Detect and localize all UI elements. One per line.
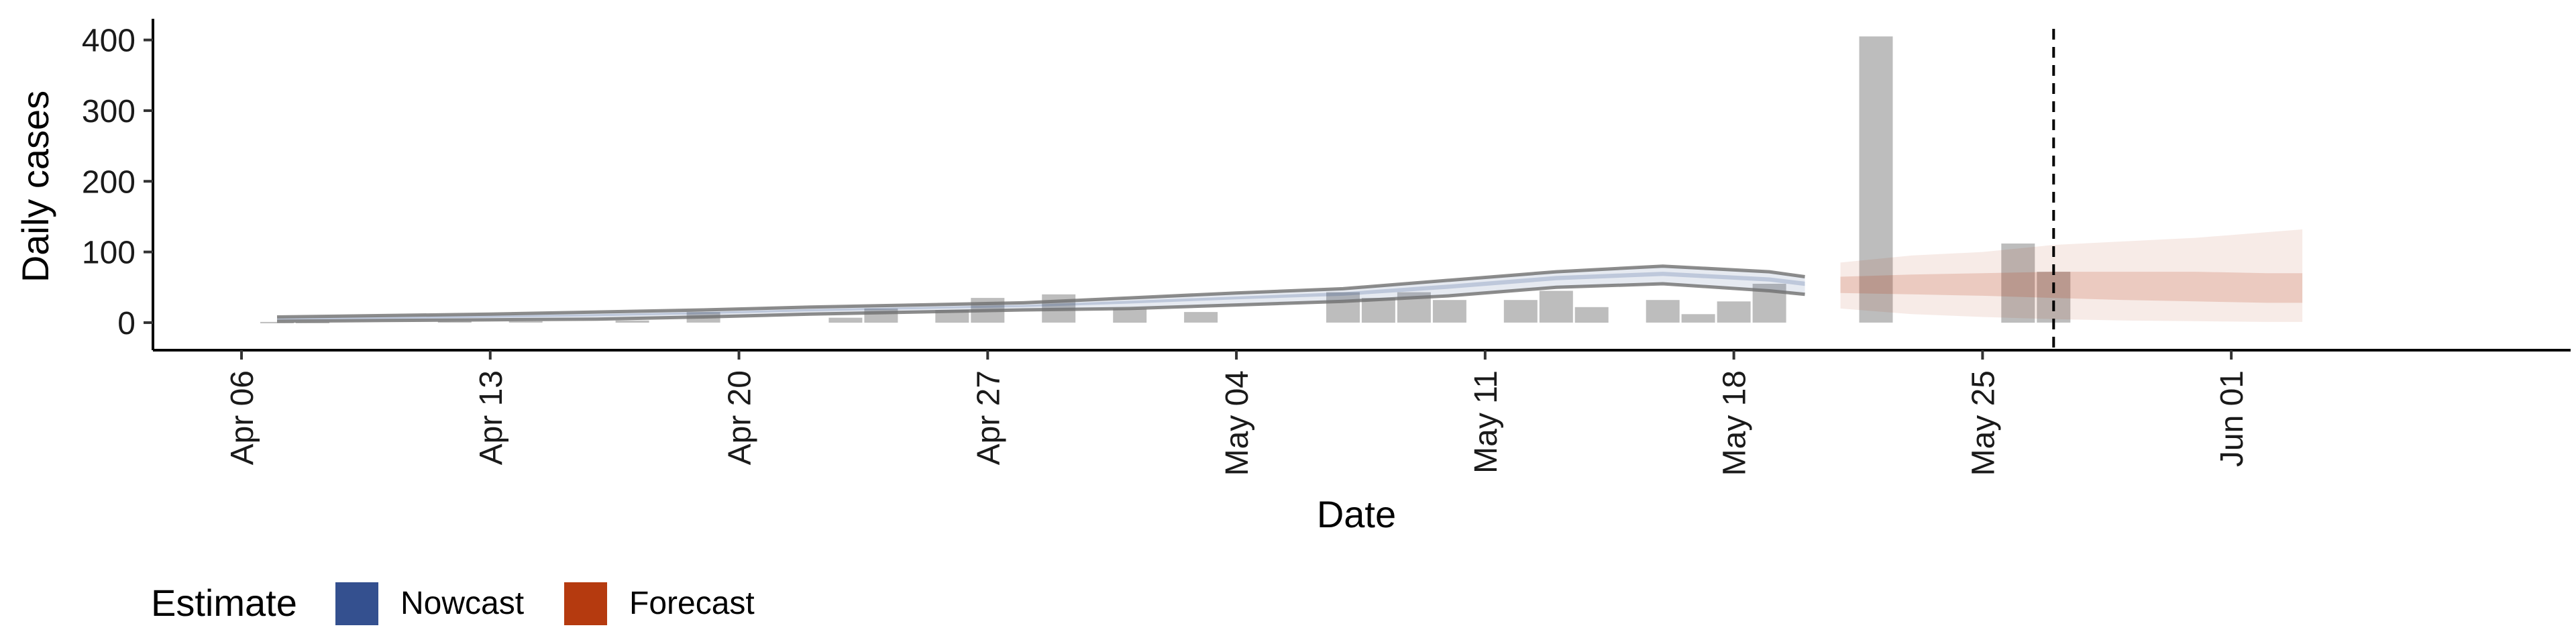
legend-title: Estimate [151, 582, 297, 624]
bar-2020-05-12 [1503, 300, 1538, 323]
bar-2020-05-22 [1859, 36, 1893, 323]
bar-2020-05-07 [1326, 292, 1360, 323]
x-tick-label-2020-05-04: May 04 [1220, 370, 1255, 476]
forecast-band-50 [1840, 272, 2303, 303]
forecast-band-90 [1840, 229, 2303, 322]
bar-2020-05-26 [2001, 244, 2035, 323]
bar-2020-05-13 [1539, 290, 1573, 323]
bar-2020-04-14 [508, 321, 543, 323]
y-tick-label-200: 200 [82, 164, 136, 200]
bar-2020-05-17 [1681, 314, 1715, 323]
y-tick-label-300: 300 [82, 94, 136, 129]
x-tick-label-2020-04-20: Apr 20 [722, 370, 758, 465]
legend: Estimate Nowcast Forecast [151, 582, 755, 625]
x-tick-label-2020-05-18: May 18 [1717, 370, 1753, 476]
bar-2020-05-14 [1574, 307, 1609, 323]
bar-2020-05-10 [1432, 300, 1466, 323]
bar-2020-05-03 [1184, 312, 1218, 323]
nowcast-upper-line [276, 264, 1805, 319]
x-tick-label-2020-06-01: Jun 01 [2214, 370, 2250, 467]
plot-area [260, 29, 2303, 350]
x-tick-label-2020-05-11: May 11 [1468, 370, 1504, 474]
x-tick-label-2020-04-06: Apr 06 [225, 370, 260, 465]
x-tick-label-2020-04-13: Apr 13 [474, 370, 509, 465]
legend-swatch-forecast [564, 582, 607, 625]
bar-2020-04-17 [615, 320, 649, 323]
bar-2020-05-16 [1646, 300, 1680, 323]
axes: 0 100 200 300 400 Apr 06 Apr 13 Apr 20 Apr 27 May… [82, 19, 2571, 476]
x-tick-label-2020-05-25: May 25 [1966, 370, 2001, 476]
bar-2020-05-27 [2037, 272, 2071, 323]
y-tick-label-100: 100 [82, 235, 136, 271]
bar-2020-05-08 [1361, 298, 1395, 323]
nowcast-lower-line [276, 282, 1805, 323]
bar-2020-04-12 [437, 321, 472, 323]
y-tick-label-400: 400 [82, 23, 136, 59]
x-axis-title: Date [1317, 493, 1396, 535]
x-tick-label-2020-04-27: Apr 27 [971, 370, 1006, 465]
bar-2020-05-01 [1113, 308, 1147, 323]
legend-label-nowcast: Nowcast [400, 586, 524, 621]
bar-2020-05-18 [1717, 301, 1751, 323]
y-tick-label-0: 0 [117, 306, 136, 341]
y-axis-title: Daily cases [14, 91, 56, 282]
bar-2020-04-07 [260, 321, 294, 323]
legend-swatch-nowcast [335, 582, 378, 625]
legend-label-forecast: Forecast [629, 586, 755, 621]
bar-2020-04-23 [828, 317, 863, 323]
